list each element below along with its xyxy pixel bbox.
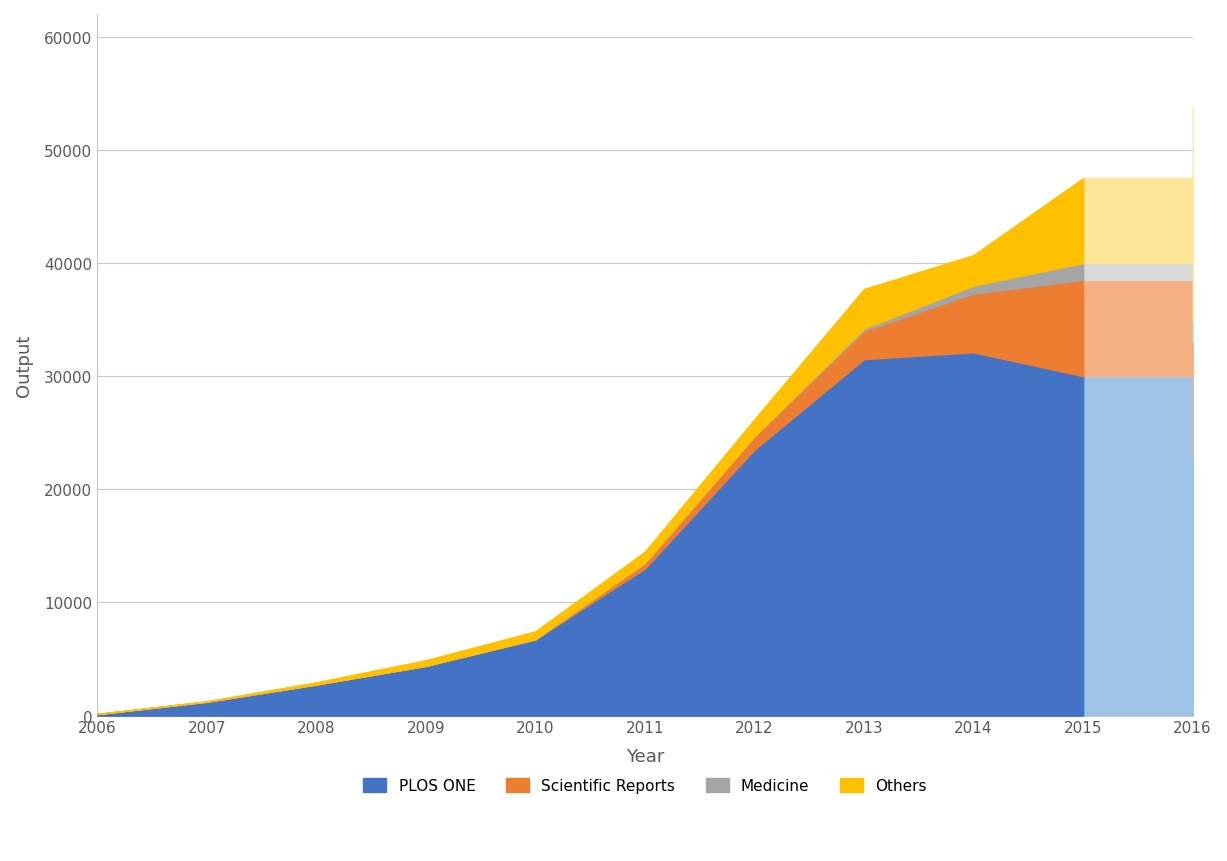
Legend: PLOS ONE, Scientific Reports, Medicine, Others: PLOS ONE, Scientific Reports, Medicine, … <box>357 772 933 799</box>
X-axis label: Year: Year <box>626 746 664 765</box>
Y-axis label: Output: Output <box>15 334 33 397</box>
